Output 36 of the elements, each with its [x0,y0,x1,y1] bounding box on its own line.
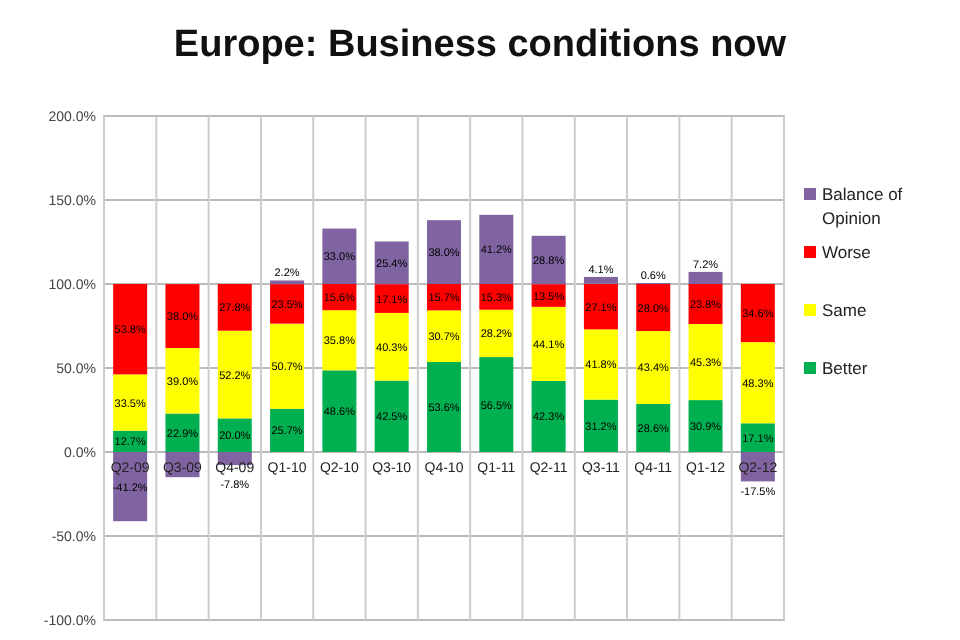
bar [583,399,618,452]
bar [583,283,618,330]
bar [740,342,775,424]
bar [427,310,461,362]
bar [374,312,409,381]
bar [374,380,409,452]
bar [322,370,357,452]
bar [531,380,566,452]
bar [688,271,723,284]
bar [636,331,671,404]
legend-label: Same [822,300,867,320]
bar [427,220,461,284]
legend-label: Balance of Opinion [822,184,904,228]
bar [583,329,618,400]
bar [479,214,514,284]
legend-label: Better [822,358,868,378]
bar [740,284,775,343]
legend-label: Worse [822,242,872,262]
bar [217,284,252,331]
bar [165,284,200,349]
bar [636,403,671,452]
bar [688,400,723,452]
bar [322,310,357,371]
bar [270,323,305,409]
bar [113,374,148,431]
chart-title: Europe: Business conditions now [173,24,787,66]
bar [322,228,357,284]
bar [688,323,723,401]
bar [583,276,618,284]
bar [531,306,566,381]
bar [165,348,200,414]
bar [479,357,514,452]
bar [374,241,409,285]
bar [113,284,148,375]
bar [217,330,252,419]
bar [427,361,461,452]
